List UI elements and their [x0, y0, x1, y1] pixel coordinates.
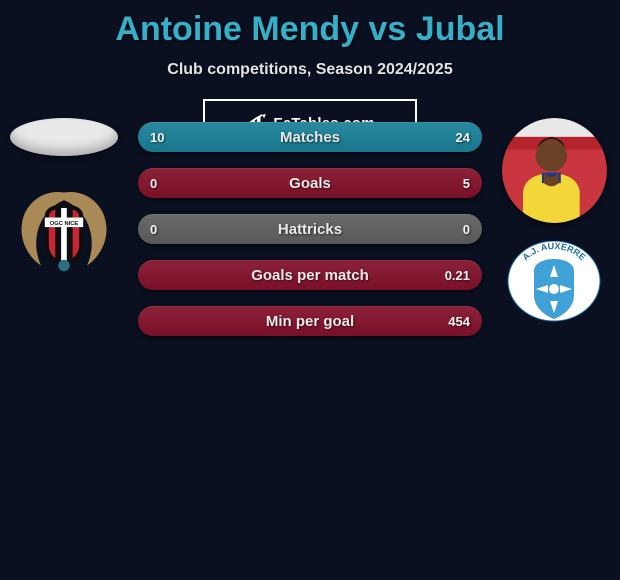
stat-label: Min per goal	[266, 313, 354, 330]
stat-label: Goals per match	[251, 267, 369, 284]
club-crest-auxerre: A.J. AUXERRE	[504, 241, 604, 327]
stat-bar: 0 Hattricks 0	[138, 214, 482, 244]
stat-value-right: 5	[463, 176, 470, 191]
stat-value-right: 454	[448, 314, 470, 329]
left-column: OGC NICE	[8, 118, 120, 274]
right-column: A.J. AUXERRE	[498, 118, 610, 327]
stat-bar: Min per goal 454	[138, 306, 482, 336]
stat-bar: Goals per match 0.21	[138, 260, 482, 290]
stat-value-left: 0	[150, 176, 157, 191]
player-right-photo	[502, 118, 607, 223]
crest-auxerre-icon: A.J. AUXERRE	[504, 241, 604, 327]
stat-bar: 0 Goals 5	[138, 168, 482, 198]
subtitle: Club competitions, Season 2024/2025	[0, 61, 620, 79]
page-title: Antoine Mendy vs Jubal	[0, 0, 620, 49]
crest-nice-icon: OGC NICE	[16, 186, 112, 274]
stat-value-right: 24	[456, 130, 470, 145]
stat-value-left: 0	[150, 222, 157, 237]
stat-bar: 10 Matches 24	[138, 122, 482, 152]
stat-label: Matches	[280, 129, 340, 146]
player-left-photo	[10, 118, 118, 156]
stat-value-right: 0.21	[445, 268, 470, 283]
club-crest-nice: OGC NICE	[16, 186, 112, 274]
stat-label: Hattricks	[278, 221, 342, 238]
stat-label: Goals	[289, 175, 331, 192]
stats-container: 10 Matches 24 0 Goals 5 0 Hattricks 0 Goals per m…	[138, 122, 482, 336]
svg-text:OGC NICE: OGC NICE	[50, 221, 79, 227]
stat-value-left: 10	[150, 130, 164, 145]
stat-value-right: 0	[463, 222, 470, 237]
